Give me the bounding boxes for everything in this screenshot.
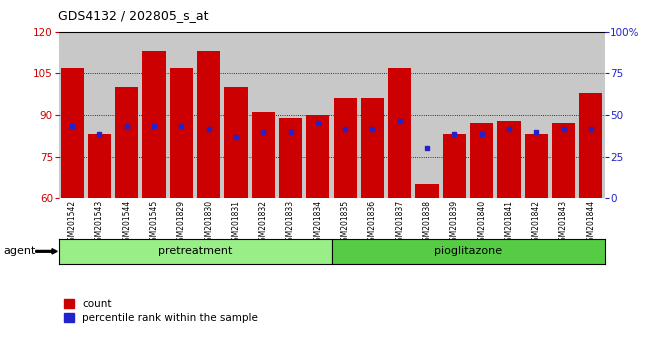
Bar bbox=[413, 32, 441, 198]
Text: agent: agent bbox=[3, 246, 36, 256]
Bar bbox=[115, 87, 138, 198]
Bar bbox=[222, 32, 250, 198]
Bar bbox=[168, 32, 195, 198]
Bar bbox=[525, 135, 548, 198]
Bar bbox=[497, 121, 521, 198]
Bar bbox=[279, 118, 302, 198]
Bar bbox=[170, 68, 193, 198]
Bar bbox=[332, 239, 604, 264]
Bar bbox=[252, 112, 275, 198]
Bar bbox=[197, 51, 220, 198]
Bar bbox=[415, 184, 439, 198]
Bar bbox=[60, 68, 84, 198]
Bar bbox=[88, 135, 111, 198]
Bar bbox=[552, 124, 575, 198]
Bar bbox=[579, 93, 603, 198]
Bar bbox=[304, 32, 332, 198]
Bar bbox=[86, 32, 113, 198]
Bar bbox=[577, 32, 605, 198]
Bar bbox=[441, 32, 468, 198]
Bar bbox=[523, 32, 550, 198]
Bar bbox=[443, 135, 466, 198]
Bar bbox=[359, 32, 386, 198]
Bar bbox=[386, 32, 413, 198]
Bar bbox=[333, 98, 357, 198]
Bar bbox=[495, 32, 523, 198]
Legend: count, percentile rank within the sample: count, percentile rank within the sample bbox=[64, 299, 258, 323]
Text: pioglitazone: pioglitazone bbox=[434, 246, 502, 256]
Bar bbox=[277, 32, 304, 198]
Bar bbox=[113, 32, 140, 198]
Bar bbox=[361, 98, 384, 198]
Bar bbox=[468, 32, 495, 198]
Text: pretreatment: pretreatment bbox=[158, 246, 232, 256]
Bar bbox=[195, 32, 222, 198]
Bar bbox=[224, 87, 248, 198]
Bar bbox=[470, 124, 493, 198]
Bar bbox=[388, 68, 411, 198]
Bar bbox=[550, 32, 577, 198]
Bar bbox=[250, 32, 277, 198]
Bar bbox=[332, 32, 359, 198]
Bar bbox=[58, 239, 332, 264]
Bar bbox=[58, 32, 86, 198]
Bar bbox=[306, 115, 330, 198]
Bar bbox=[142, 51, 166, 198]
Text: GDS4132 / 202805_s_at: GDS4132 / 202805_s_at bbox=[58, 9, 209, 22]
Bar bbox=[140, 32, 168, 198]
